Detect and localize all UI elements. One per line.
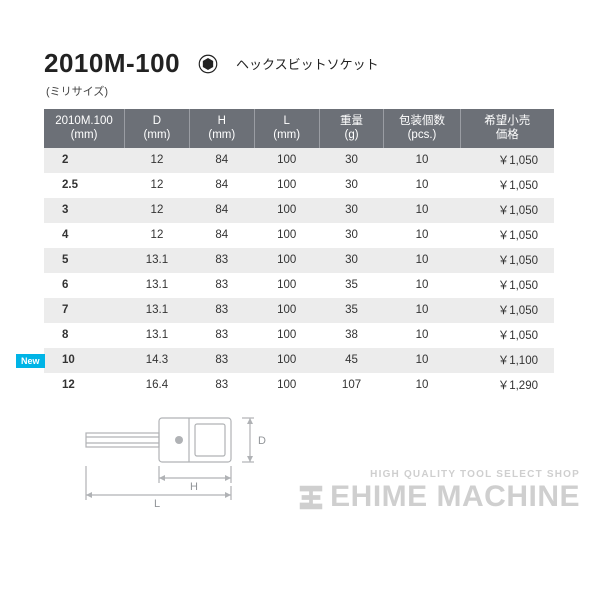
- table-row: 412841003010￥1,050: [44, 223, 554, 248]
- product-subtitle: (ミリサイズ): [46, 83, 578, 99]
- cell-d: 13.1: [125, 298, 190, 323]
- cell-wt: 30: [319, 248, 384, 273]
- cell-price: ￥1,050: [460, 198, 554, 223]
- cell-h: 83: [189, 323, 254, 348]
- column-header: 2010M.100(mm): [44, 109, 125, 148]
- cell-wt: 45: [319, 348, 384, 373]
- cell-h: 83: [189, 248, 254, 273]
- cell-wt: 30: [319, 173, 384, 198]
- cell-size: 2.5: [44, 173, 125, 198]
- cell-l: 100: [254, 348, 319, 373]
- label-d: D: [258, 435, 266, 447]
- cell-d: 13.1: [125, 273, 190, 298]
- cell-pcs: 10: [384, 348, 460, 373]
- table-row: 713.1831003510￥1,050: [44, 298, 554, 323]
- label-l: L: [154, 498, 160, 508]
- cell-price: ￥1,050: [460, 173, 554, 198]
- column-header: H(mm): [189, 109, 254, 148]
- cell-h: 84: [189, 198, 254, 223]
- cell-wt: 30: [319, 223, 384, 248]
- table-row: 2.512841003010￥1,050: [44, 173, 554, 198]
- cell-l: 100: [254, 298, 319, 323]
- cell-size: 2: [44, 148, 125, 173]
- cell-wt: 30: [319, 198, 384, 223]
- cell-size: 5: [44, 248, 125, 273]
- cell-price: ￥1,050: [460, 298, 554, 323]
- cell-l: 100: [254, 223, 319, 248]
- cell-d: 13.1: [125, 323, 190, 348]
- watermark-logo-icon: [296, 482, 326, 512]
- cell-price: ￥1,290: [460, 373, 554, 398]
- cell-wt: 35: [319, 273, 384, 298]
- dimension-diagram: D H L: [64, 388, 294, 508]
- watermark-subtitle: HIGH QUALITY TOOL SELECT SHOP: [296, 470, 580, 480]
- product-name: ヘックスビットソケット: [236, 54, 379, 73]
- watermark-text: EHIME MACHINE: [330, 482, 580, 512]
- cell-h: 84: [189, 223, 254, 248]
- table-row: 513.1831003010￥1,050: [44, 248, 554, 273]
- cell-pcs: 10: [384, 373, 460, 398]
- cell-d: 13.1: [125, 248, 190, 273]
- cell-d: 14.3: [125, 348, 190, 373]
- cell-price: ￥1,050: [460, 223, 554, 248]
- cell-pcs: 10: [384, 148, 460, 173]
- cell-pcs: 10: [384, 198, 460, 223]
- cell-pcs: 10: [384, 248, 460, 273]
- cell-pcs: 10: [384, 298, 460, 323]
- table-row: 813.1831003810￥1,050: [44, 323, 554, 348]
- cell-pcs: 10: [384, 173, 460, 198]
- cell-price: ￥1,050: [460, 323, 554, 348]
- cell-price: ￥1,100: [460, 348, 554, 373]
- column-header: L(mm): [254, 109, 319, 148]
- table-row: 312841003010￥1,050: [44, 198, 554, 223]
- cell-l: 100: [254, 173, 319, 198]
- hexagon-icon: [198, 54, 218, 74]
- cell-l: 100: [254, 198, 319, 223]
- cell-price: ￥1,050: [460, 148, 554, 173]
- column-header: 重量(g): [319, 109, 384, 148]
- table-row: 1014.3831004510￥1,100: [44, 348, 554, 373]
- column-header: 希望小売価格: [460, 109, 554, 148]
- cell-l: 100: [254, 273, 319, 298]
- cell-price: ￥1,050: [460, 273, 554, 298]
- cell-size: 7: [44, 298, 125, 323]
- cell-d: 12: [125, 198, 190, 223]
- label-h: H: [190, 481, 198, 493]
- cell-pcs: 10: [384, 273, 460, 298]
- cell-size: 4: [44, 223, 125, 248]
- cell-price: ￥1,050: [460, 248, 554, 273]
- cell-wt: 35: [319, 298, 384, 323]
- spec-table: 2010M.100(mm)D(mm)H(mm)L(mm)重量(g)包装個数(pc…: [44, 109, 554, 398]
- cell-d: 12: [125, 148, 190, 173]
- new-badge: New: [16, 354, 45, 368]
- cell-h: 83: [189, 298, 254, 323]
- cell-h: 83: [189, 273, 254, 298]
- cell-pcs: 10: [384, 223, 460, 248]
- table-row: 212841003010￥1,050: [44, 148, 554, 173]
- cell-h: 84: [189, 148, 254, 173]
- column-header: D(mm): [125, 109, 190, 148]
- cell-h: 83: [189, 348, 254, 373]
- cell-size: 3: [44, 198, 125, 223]
- table-row: 613.1831003510￥1,050: [44, 273, 554, 298]
- cell-h: 84: [189, 173, 254, 198]
- cell-l: 100: [254, 148, 319, 173]
- cell-wt: 107: [319, 373, 384, 398]
- watermark: HIGH QUALITY TOOL SELECT SHOP EHIME MACH…: [296, 470, 580, 512]
- column-header: 包装個数(pcs.): [384, 109, 460, 148]
- cell-size: 10: [44, 348, 125, 373]
- cell-pcs: 10: [384, 323, 460, 348]
- cell-size: 6: [44, 273, 125, 298]
- cell-l: 100: [254, 323, 319, 348]
- cell-d: 12: [125, 223, 190, 248]
- cell-wt: 30: [319, 148, 384, 173]
- product-code: 2010M-100: [44, 48, 180, 79]
- cell-d: 12: [125, 173, 190, 198]
- cell-wt: 38: [319, 323, 384, 348]
- cell-l: 100: [254, 248, 319, 273]
- cell-size: 8: [44, 323, 125, 348]
